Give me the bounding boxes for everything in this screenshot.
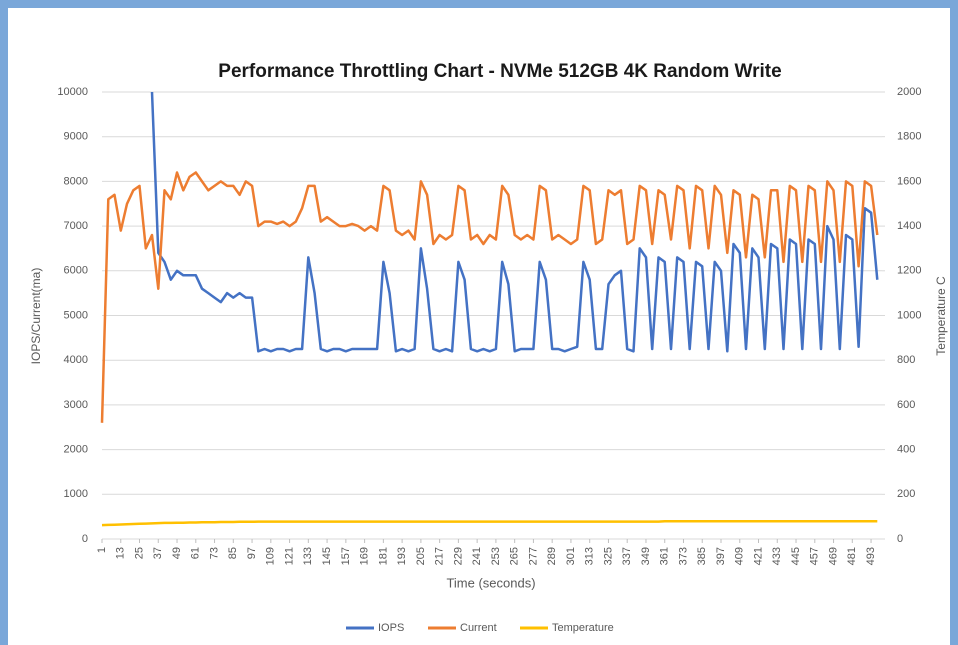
y2-tick-label: 200 bbox=[897, 488, 915, 500]
x-tick-label: 421 bbox=[752, 547, 764, 565]
y2-tick-label: 1600 bbox=[897, 175, 921, 187]
y-tick-label: 10000 bbox=[57, 86, 88, 98]
y2-tick-label: 800 bbox=[897, 354, 915, 366]
x-tick-label: 385 bbox=[696, 547, 708, 565]
series-line bbox=[100, 171, 879, 423]
y2-axis-label: Temperature C bbox=[934, 276, 948, 356]
legend-label: IOPS bbox=[378, 622, 404, 634]
y2-tick-label: 1200 bbox=[897, 265, 921, 277]
x-tick-label: 37 bbox=[152, 547, 164, 559]
x-tick-label: 61 bbox=[190, 547, 202, 559]
frame: Performance Throttling Chart - NVMe 512G… bbox=[8, 8, 950, 645]
y2-tick-label: 1800 bbox=[897, 131, 921, 143]
y2-tick-label: 1000 bbox=[897, 309, 921, 321]
chart: Performance Throttling Chart - NVMe 512G… bbox=[29, 61, 948, 634]
y-tick-label: 5000 bbox=[64, 309, 88, 321]
y2-tick-label: 600 bbox=[897, 399, 915, 411]
x-tick-label: 361 bbox=[659, 547, 671, 565]
chart-title: Performance Throttling Chart - NVMe 512G… bbox=[218, 61, 781, 82]
x-tick-label: 325 bbox=[602, 547, 614, 565]
y2-tick-label: 2000 bbox=[897, 86, 921, 98]
x-tick-label: 265 bbox=[509, 547, 521, 565]
y2-tick-label: 400 bbox=[897, 444, 915, 456]
x-tick-label: 277 bbox=[527, 547, 539, 565]
x-axis-label: Time (seconds) bbox=[446, 575, 535, 590]
x-tick-label: 181 bbox=[377, 547, 389, 565]
x-tick-label: 145 bbox=[321, 547, 333, 565]
x-tick-label: 493 bbox=[865, 547, 877, 565]
x-tick-label: 13 bbox=[115, 547, 127, 559]
y-axis-label: IOPS/Current(ma) bbox=[29, 268, 43, 365]
y2-tick-label: 1400 bbox=[897, 220, 921, 232]
x-tick-label: 397 bbox=[715, 547, 727, 565]
x-tick-label: 205 bbox=[415, 547, 427, 565]
y-tick-label: 9000 bbox=[64, 131, 88, 143]
x-tick-label: 121 bbox=[283, 547, 295, 565]
x-tick-label: 253 bbox=[490, 547, 502, 565]
x-tick-label: 169 bbox=[359, 547, 371, 565]
x-tick-label: 469 bbox=[827, 547, 839, 565]
y-tick-label: 3000 bbox=[64, 399, 88, 411]
x-tick-label: 457 bbox=[809, 547, 821, 565]
y-tick-label: 1000 bbox=[64, 488, 88, 500]
x-tick-label: 409 bbox=[734, 547, 746, 565]
x-tick-label: 25 bbox=[133, 547, 145, 559]
y-tick-label: 4000 bbox=[64, 354, 88, 366]
x-tick-label: 349 bbox=[640, 547, 652, 565]
x-tick-label: 193 bbox=[396, 547, 408, 565]
x-tick-label: 85 bbox=[227, 547, 239, 559]
x-tick-label: 241 bbox=[471, 547, 483, 565]
x-tick-label: 109 bbox=[265, 547, 277, 565]
x-tick-label: 49 bbox=[171, 547, 183, 559]
x-tick-label: 1 bbox=[96, 547, 108, 553]
series-line bbox=[150, 91, 879, 353]
x-tick-label: 313 bbox=[584, 547, 596, 565]
x-tick-label: 445 bbox=[790, 547, 802, 565]
y-tick-label: 7000 bbox=[64, 220, 88, 232]
x-tick-label: 373 bbox=[677, 547, 689, 565]
y-tick-label: 6000 bbox=[64, 265, 88, 277]
x-tick-label: 133 bbox=[302, 547, 314, 565]
x-tick-label: 217 bbox=[434, 547, 446, 565]
x-tick-label: 433 bbox=[771, 547, 783, 565]
x-tick-label: 481 bbox=[846, 547, 858, 565]
series-line bbox=[101, 520, 878, 527]
x-tick-label: 229 bbox=[452, 547, 464, 565]
x-tick-label: 73 bbox=[208, 547, 220, 559]
legend-label: Current bbox=[460, 622, 497, 634]
y-tick-label: 2000 bbox=[64, 444, 88, 456]
y2-tick-label: 0 bbox=[897, 533, 903, 545]
x-tick-label: 337 bbox=[621, 547, 633, 565]
x-tick-label: 157 bbox=[340, 547, 352, 565]
legend-label: Temperature bbox=[552, 622, 614, 634]
y-tick-label: 0 bbox=[82, 533, 88, 545]
y-tick-label: 8000 bbox=[64, 175, 88, 187]
x-tick-label: 97 bbox=[246, 547, 258, 559]
x-tick-label: 289 bbox=[546, 547, 558, 565]
x-tick-label: 301 bbox=[565, 547, 577, 565]
